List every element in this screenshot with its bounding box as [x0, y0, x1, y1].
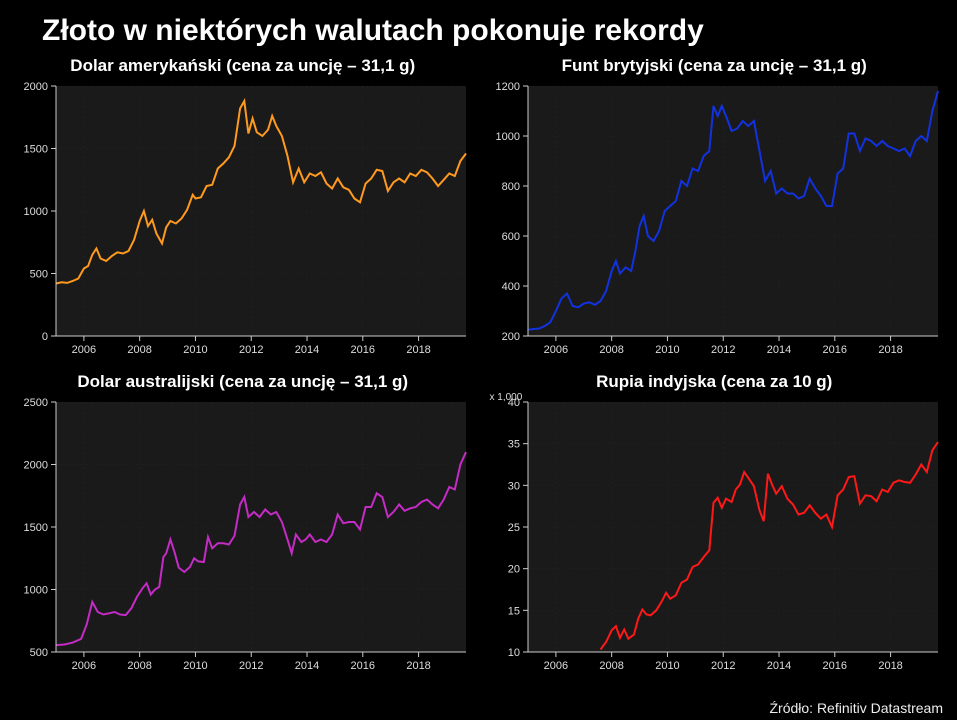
x-tick-label: 2010	[655, 344, 679, 356]
chart-title-aud: Dolar australijski (cena za uncję – 31,1…	[12, 370, 474, 396]
chart-title-usd: Dolar amerykański (cena za uncję – 31,1 …	[12, 54, 474, 80]
y-tick-label: 2000	[24, 460, 48, 472]
y-tick-label: 35	[507, 439, 519, 451]
y-tick-label: 1200	[495, 81, 519, 93]
plot-area	[528, 86, 938, 336]
y-tick-label: 800	[501, 181, 519, 193]
chart-title-inr: Rupia indyjska (cena za 10 g)	[484, 370, 946, 396]
x-tick-label: 2012	[710, 660, 734, 672]
x-tick-label: 2016	[351, 344, 375, 356]
chart-aud: Dolar australijski (cena za uncję – 31,1…	[12, 370, 474, 678]
y-tick-label: 10	[507, 647, 519, 659]
chart-svg-gbp: 200 400 600 800 1000 1200 2006 2008 2010 2012 2014…	[484, 80, 944, 362]
y-tick-label: 500	[30, 269, 48, 281]
x-tick-label: 2006	[72, 660, 96, 672]
y-tick-label: 1000	[495, 131, 519, 143]
y-tick-label: 0	[42, 331, 48, 343]
x-tick-label: 2018	[878, 660, 902, 672]
y-tick-label: 2500	[24, 397, 48, 409]
x-tick-label: 2012	[239, 344, 263, 356]
x-tick-label: 2010	[655, 660, 679, 672]
x-tick-label: 2008	[599, 660, 623, 672]
y-tick-label: 25	[507, 522, 519, 534]
x-tick-label: 2016	[822, 344, 846, 356]
x-tick-label: 2008	[127, 660, 151, 672]
x-tick-label: 2014	[295, 660, 319, 672]
chart-gbp: Funt brytyjski (cena za uncję – 31,1 g)2…	[484, 54, 946, 362]
x-tick-label: 2010	[183, 660, 207, 672]
x-tick-label: 2010	[183, 344, 207, 356]
chart-inr: Rupia indyjska (cena za 10 g) 10 15 20 25 30 3…	[484, 370, 946, 678]
x-tick-label: 2012	[239, 660, 263, 672]
y-tick-label: 15	[507, 605, 519, 617]
chart-svg-usd: 0 500 1000 1500 2000 2006 2008 2010 2012 2014 2016…	[12, 80, 472, 362]
y-tick-label: 400	[501, 281, 519, 293]
main-title: Złoto w niektórych walutach pokonuje rek…	[0, 0, 957, 54]
y-tick-label: 1000	[24, 206, 48, 218]
x-tick-label: 2018	[406, 660, 430, 672]
y-tick-label: 20	[507, 564, 519, 576]
y-tick-label: 1000	[24, 585, 48, 597]
x-tick-label: 2016	[822, 660, 846, 672]
x-tick-label: 2014	[295, 344, 319, 356]
x-tick-label: 2016	[351, 660, 375, 672]
y-tick-label: 1500	[24, 144, 48, 156]
source-attribution: Źródło: Refinitiv Datastream	[769, 700, 943, 716]
chart-title-gbp: Funt brytyjski (cena za uncję – 31,1 g)	[484, 54, 946, 80]
x-tick-label: 2018	[878, 344, 902, 356]
x-tick-label: 2012	[710, 344, 734, 356]
y-tick-label: 2000	[24, 81, 48, 93]
x-tick-label: 2006	[543, 660, 567, 672]
y-tick-label: 200	[501, 331, 519, 343]
y-tick-label: 1500	[24, 522, 48, 534]
chart-usd: Dolar amerykański (cena za uncję – 31,1 …	[12, 54, 474, 362]
x-tick-label: 2014	[766, 344, 790, 356]
x-tick-label: 2014	[766, 660, 790, 672]
x-tick-label: 2006	[72, 344, 96, 356]
charts-grid: Dolar amerykański (cena za uncję – 31,1 …	[0, 54, 957, 678]
chart-svg-inr: 1015202530354020062008201020122014201620…	[484, 396, 944, 678]
y-unit-label-inr: x 1,000	[490, 392, 523, 403]
y-tick-label: 500	[30, 647, 48, 659]
x-tick-label: 2018	[406, 344, 430, 356]
x-tick-label: 2008	[127, 344, 151, 356]
chart-svg-aud: 500 1000 1500 2000 2500 2006 2008 2010 2012 2014 2…	[12, 396, 472, 678]
y-tick-label: 600	[501, 231, 519, 243]
y-tick-label: 30	[507, 480, 519, 492]
x-tick-label: 2008	[599, 344, 623, 356]
x-tick-label: 2006	[543, 344, 567, 356]
